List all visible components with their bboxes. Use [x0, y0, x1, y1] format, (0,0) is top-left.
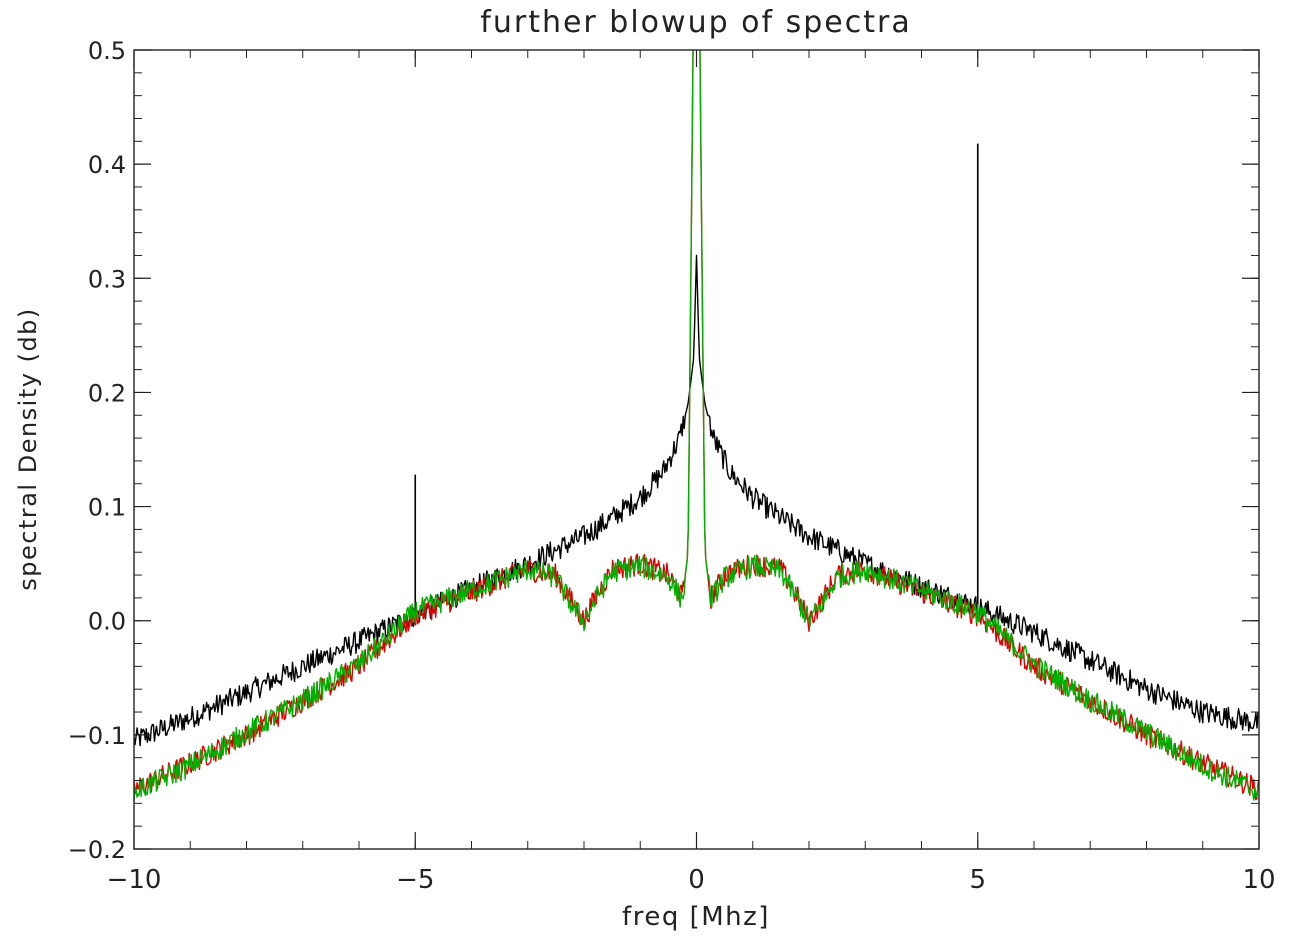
y-tick-label: 0.3 [88, 265, 126, 293]
x-tick-label: 10 [1242, 865, 1275, 895]
series-line-1 [134, 254, 1259, 747]
y-tick-label: 0.4 [88, 151, 126, 179]
y-tick-label: 0.0 [88, 608, 126, 636]
y-tick-label: 0.5 [88, 37, 126, 65]
y-tick-label: 0.1 [88, 494, 126, 522]
series-line-3 [134, 50, 1259, 802]
data-layer [134, 50, 1259, 802]
y-tick-label: 0.2 [88, 379, 126, 407]
chart-title: further blowup of spectra [480, 5, 911, 40]
x-tick-label: −5 [396, 865, 434, 895]
x-tick-label: 0 [688, 865, 705, 895]
y-axis-label: spectral Density (db) [14, 307, 42, 591]
axis-layer: −10 −5 0 5 10 −0.2 −0.1 0.0 0.1 0.2 0.3 0.4 0.5 [68, 37, 1276, 895]
plot-frame [133, 49, 1260, 850]
y-tick-label: −0.1 [68, 722, 126, 750]
y-tick-label: −0.2 [68, 836, 126, 864]
x-tick-label: 5 [969, 865, 986, 895]
x-tick-label: −10 [107, 865, 162, 895]
series-line-2 [134, 50, 1259, 801]
x-axis-label: freq [Mhz] [622, 902, 770, 932]
